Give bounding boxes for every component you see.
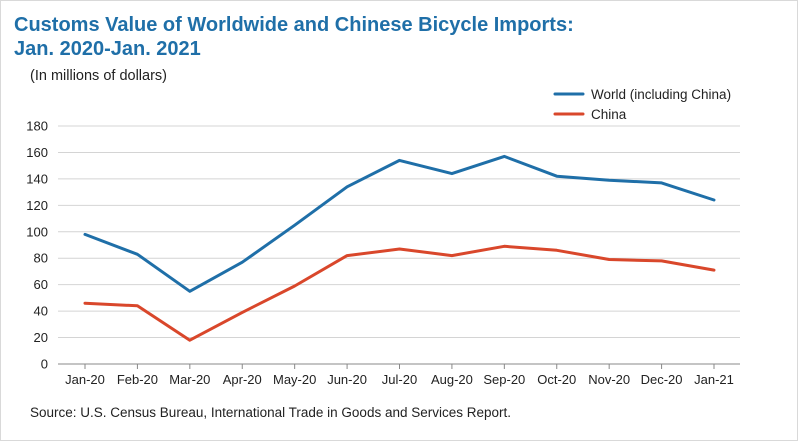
x-tick-label: Apr-20 [223, 372, 262, 387]
x-tick-label: May-20 [273, 372, 316, 387]
x-tick-label: Jun-20 [327, 372, 367, 387]
series-line-world [83, 154, 716, 293]
x-tick-label: Nov-20 [588, 372, 630, 387]
y-tick-label: 60 [34, 277, 48, 292]
chart-title-line1: Customs Value of Worldwide and Chinese B… [14, 14, 574, 36]
y-tick-label: 120 [26, 198, 48, 213]
chart-subtitle: (In millions of dollars) [30, 68, 167, 84]
x-tick-label: Jan-20 [65, 372, 105, 387]
legend-label: World (including China) [591, 87, 731, 102]
x-tick-label: Aug-20 [431, 372, 473, 387]
y-tick-label: 40 [34, 304, 48, 319]
chart-title-second-line: Jan. 2020-Jan. 2021 [14, 38, 201, 61]
y-tick-label: 140 [26, 171, 48, 186]
y-tick-label: 80 [34, 251, 48, 266]
series-line-china [83, 244, 716, 342]
y-tick-label: 20 [34, 330, 48, 345]
source-note: Source: U.S. Census Bureau, Internationa… [30, 405, 512, 420]
legend-label: China [591, 107, 627, 122]
x-tick-label: Mar-20 [169, 372, 210, 387]
x-tick-label: Jan-21 [694, 372, 734, 387]
y-tick-label: 100 [26, 224, 48, 239]
x-tick-label: Dec-20 [641, 372, 683, 387]
y-tick-label: 0 [41, 357, 48, 372]
x-tick-label: Jul-20 [382, 372, 417, 387]
x-tick-label: Feb-20 [117, 372, 158, 387]
y-tick-label: 160 [26, 145, 48, 160]
y-tick-label: 180 [26, 119, 48, 134]
chart-title-line2: Jan. 2020-Jan. 2021 [14, 38, 201, 60]
x-tick-label: Sep-20 [483, 372, 525, 387]
chart-title: Customs Value of Worldwide and Chinese B… [14, 14, 574, 37]
x-tick-label: Oct-20 [537, 372, 576, 387]
